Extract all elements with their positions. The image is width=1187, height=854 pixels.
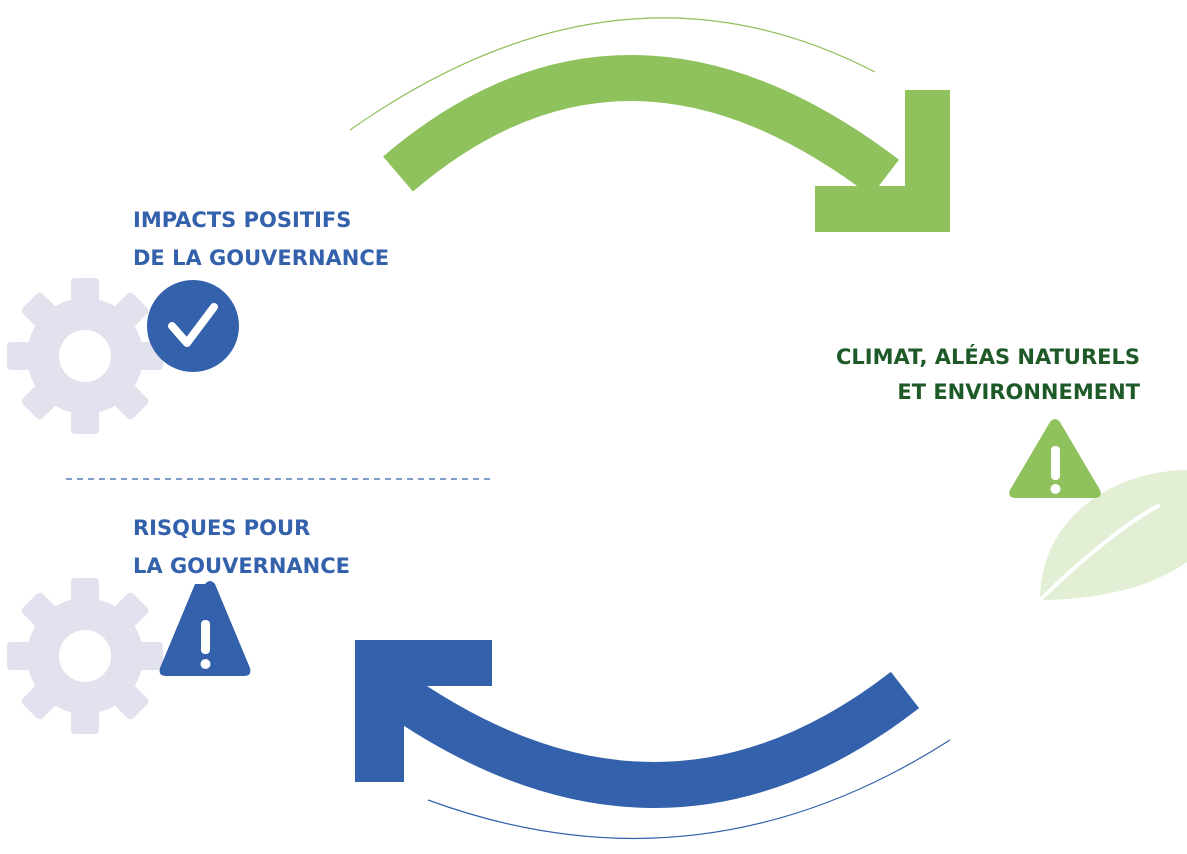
page: IMPACTS POSITIFS DE LA GOUVERNANCE CLIMA…: [0, 0, 1187, 854]
diagram: IMPACTS POSITIFS DE LA GOUVERNANCE CLIMA…: [0, 0, 1187, 854]
warning-icon: [1009, 419, 1101, 498]
node-label: LA GOUVERNANCE: [133, 554, 350, 578]
node-label: ET ENVIRONNEMENT: [897, 380, 1140, 404]
gear-icon: [7, 578, 163, 734]
node-label: DE LA GOUVERNANCE: [133, 246, 389, 270]
cycle-arrow: [398, 78, 885, 178]
cycle-arrow: [392, 690, 905, 785]
gear-icon: [7, 278, 163, 434]
check-icon: [147, 280, 239, 372]
node-label: IMPACTS POSITIFS: [133, 208, 351, 232]
warning-icon: [160, 581, 251, 676]
node-label: CLIMAT, ALÉAS NATURELS: [836, 344, 1140, 369]
node-label: RISQUES POUR: [133, 516, 310, 540]
